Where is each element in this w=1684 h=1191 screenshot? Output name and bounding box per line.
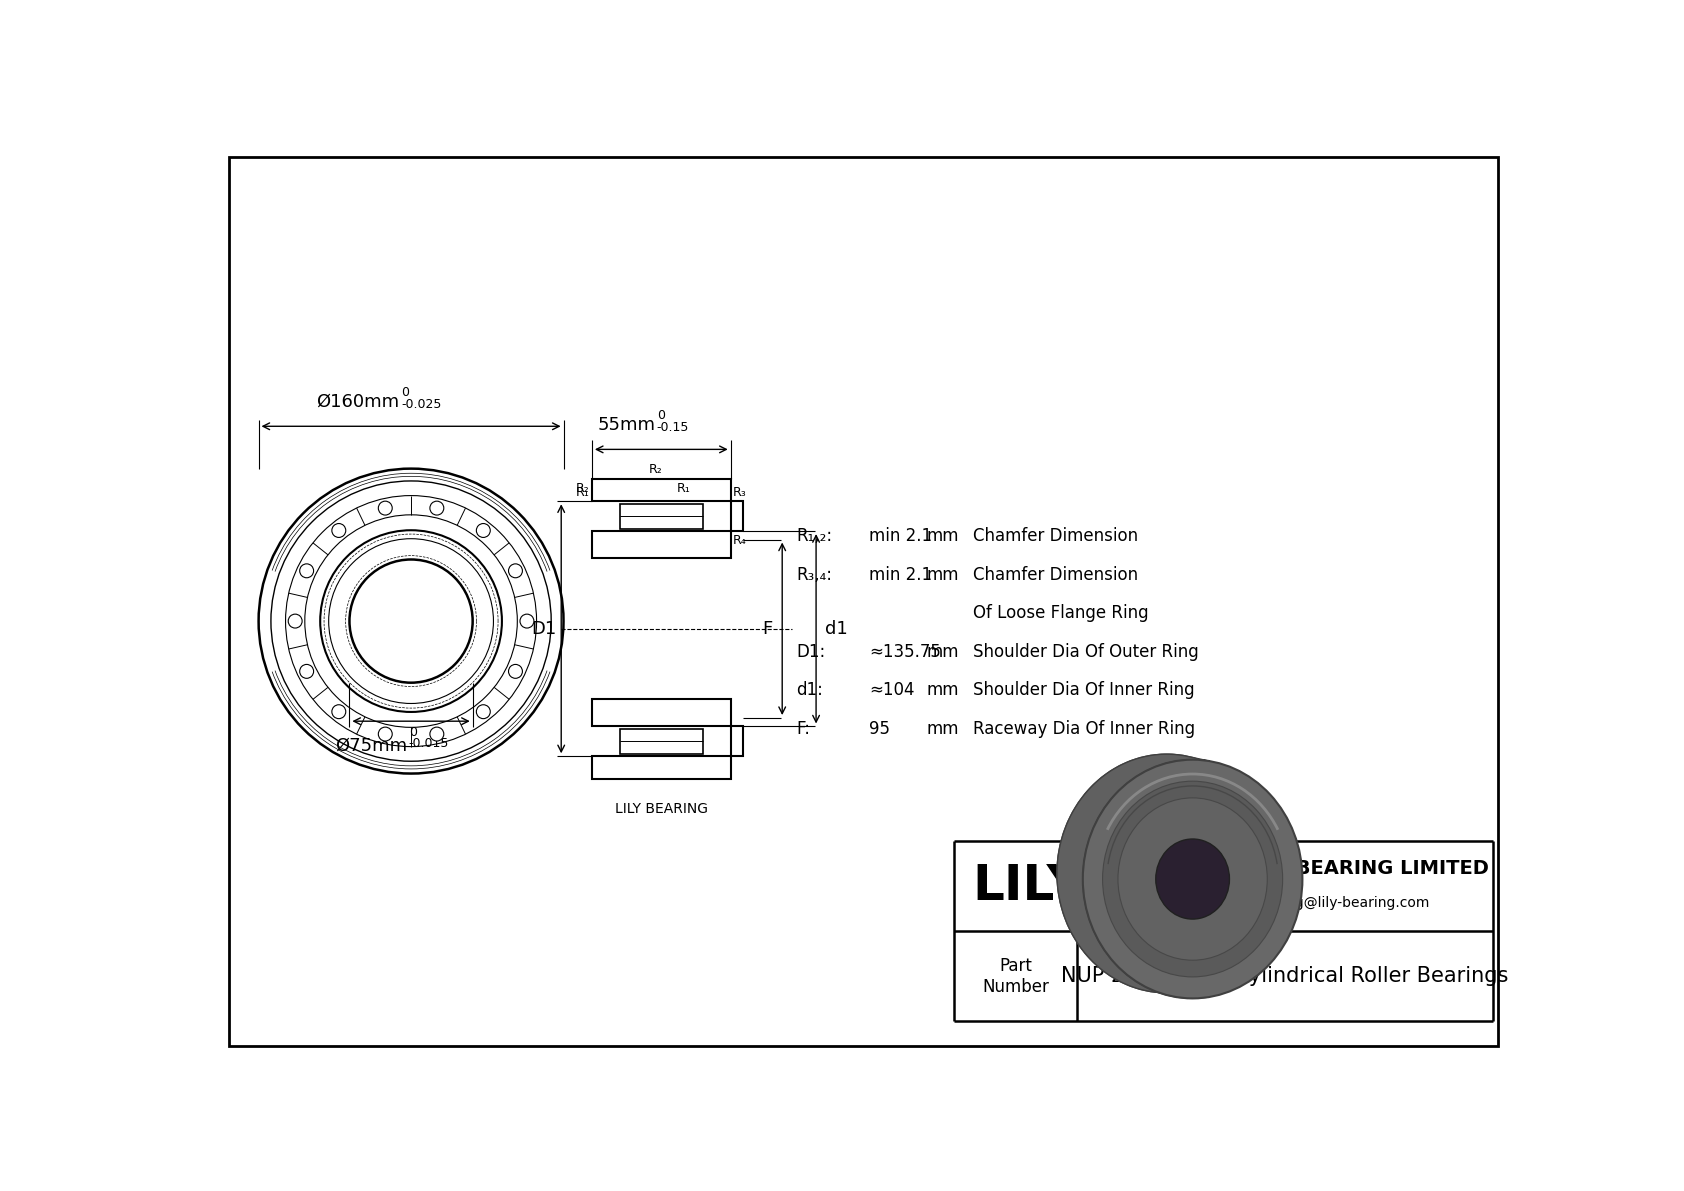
Ellipse shape xyxy=(1118,798,1268,960)
Text: Raceway Dia Of Inner Ring: Raceway Dia Of Inner Ring xyxy=(973,719,1196,738)
Text: d1:: d1: xyxy=(797,681,823,699)
Circle shape xyxy=(300,563,313,578)
Text: Chamfer Dimension: Chamfer Dimension xyxy=(973,528,1138,545)
Text: mm: mm xyxy=(926,719,960,738)
Text: mm: mm xyxy=(926,643,960,661)
Ellipse shape xyxy=(1083,760,1302,998)
Circle shape xyxy=(477,705,490,718)
Circle shape xyxy=(379,728,392,741)
Text: ≈135.75: ≈135.75 xyxy=(869,643,941,661)
Text: R₁,₂:: R₁,₂: xyxy=(797,528,832,545)
Circle shape xyxy=(332,524,345,537)
Circle shape xyxy=(477,524,490,537)
Text: R₁: R₁ xyxy=(677,482,690,495)
Ellipse shape xyxy=(1155,838,1229,919)
Ellipse shape xyxy=(1130,834,1204,913)
Text: Ø75mm: Ø75mm xyxy=(335,736,408,755)
Text: R₂: R₂ xyxy=(576,482,589,495)
Bar xyxy=(620,729,702,754)
Circle shape xyxy=(429,728,445,741)
Bar xyxy=(620,504,702,529)
Text: mm: mm xyxy=(926,681,960,699)
Circle shape xyxy=(429,501,445,515)
Text: Chamfer Dimension: Chamfer Dimension xyxy=(973,566,1138,584)
Polygon shape xyxy=(1058,754,1209,998)
Text: d1: d1 xyxy=(825,619,849,638)
Text: R₃,₄:: R₃,₄: xyxy=(797,566,832,584)
Circle shape xyxy=(520,615,534,628)
Circle shape xyxy=(509,563,522,578)
Text: -0.015: -0.015 xyxy=(409,736,450,749)
Text: -0.025: -0.025 xyxy=(401,398,441,411)
Text: 0: 0 xyxy=(401,386,409,399)
Text: 55mm: 55mm xyxy=(598,416,655,434)
Circle shape xyxy=(288,615,301,628)
Bar xyxy=(593,479,731,501)
Text: R₂: R₂ xyxy=(648,463,662,476)
Text: Shoulder Dia Of Inner Ring: Shoulder Dia Of Inner Ring xyxy=(973,681,1194,699)
Text: Email: lilybearing@lily-bearing.com: Email: lilybearing@lily-bearing.com xyxy=(1182,896,1430,910)
Text: Of Loose Flange Ring: Of Loose Flange Ring xyxy=(973,604,1148,623)
Text: min 2.1: min 2.1 xyxy=(869,566,933,584)
Circle shape xyxy=(379,501,392,515)
Text: Part
Number: Part Number xyxy=(982,956,1049,996)
Text: R₁: R₁ xyxy=(576,486,589,499)
Bar xyxy=(593,531,731,559)
Ellipse shape xyxy=(1058,754,1276,993)
Text: LILY: LILY xyxy=(972,862,1083,910)
Text: D1: D1 xyxy=(532,619,557,638)
Bar xyxy=(731,727,743,756)
Ellipse shape xyxy=(1103,781,1283,977)
Text: ≈104: ≈104 xyxy=(869,681,914,699)
Text: SHANGHAI LILY BEARING LIMITED: SHANGHAI LILY BEARING LIMITED xyxy=(1123,860,1489,878)
Bar xyxy=(593,756,731,779)
Text: ®: ® xyxy=(1068,853,1086,872)
Text: F:: F: xyxy=(797,719,810,738)
Text: Ø160mm: Ø160mm xyxy=(317,393,399,411)
Text: F: F xyxy=(763,619,773,638)
Text: Shoulder Dia Of Outer Ring: Shoulder Dia Of Outer Ring xyxy=(973,643,1199,661)
Text: mm: mm xyxy=(926,528,960,545)
Text: R₄: R₄ xyxy=(733,534,746,547)
Text: 0: 0 xyxy=(409,725,416,738)
Bar xyxy=(731,501,743,531)
Text: LILY BEARING: LILY BEARING xyxy=(615,802,707,816)
Text: D1:: D1: xyxy=(797,643,825,661)
Circle shape xyxy=(300,665,313,679)
Text: 95: 95 xyxy=(869,719,891,738)
Text: -0.15: -0.15 xyxy=(657,420,689,434)
Text: NUP 2315 ECML Cylindrical Roller Bearings: NUP 2315 ECML Cylindrical Roller Bearing… xyxy=(1061,966,1509,986)
Circle shape xyxy=(332,705,345,718)
Text: min 2.1: min 2.1 xyxy=(869,528,933,545)
Bar xyxy=(593,699,731,727)
Circle shape xyxy=(509,665,522,679)
Text: R₃: R₃ xyxy=(733,486,746,499)
Text: mm: mm xyxy=(926,566,960,584)
Text: 0: 0 xyxy=(657,409,665,422)
